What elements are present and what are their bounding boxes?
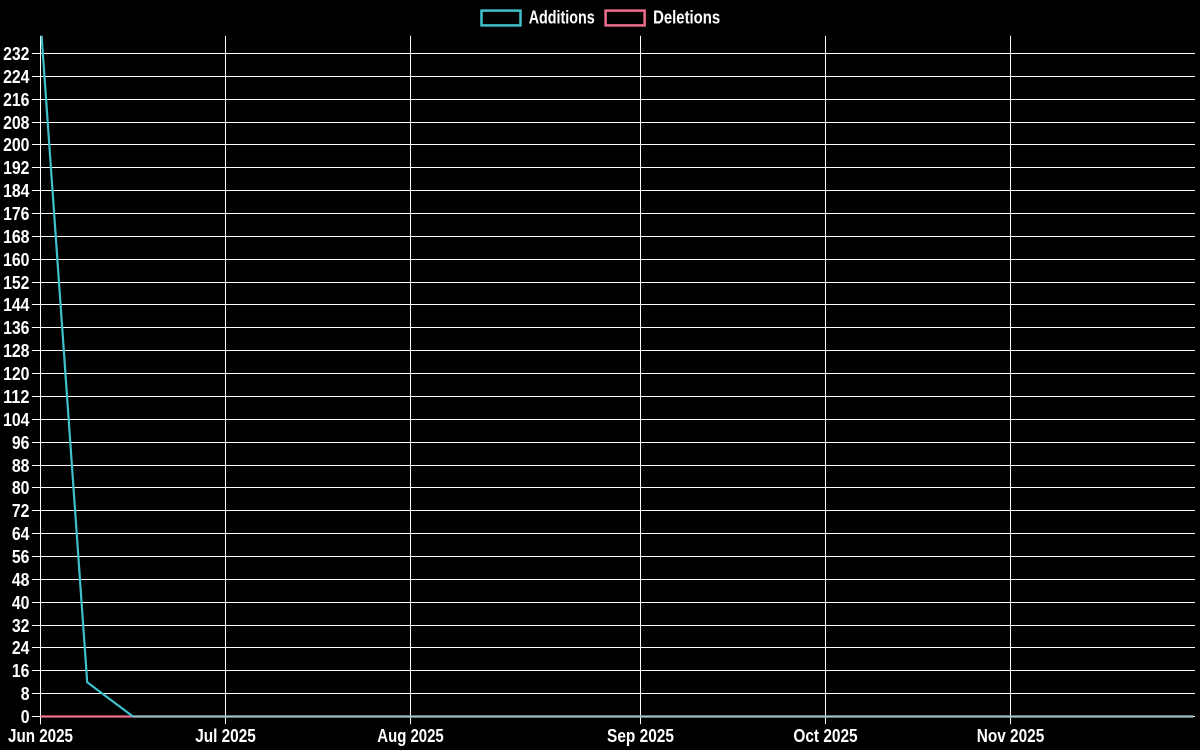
svg-text:128: 128 (3, 341, 29, 361)
svg-text:112: 112 (3, 387, 29, 407)
svg-text:88: 88 (12, 456, 30, 476)
svg-text:64: 64 (12, 524, 30, 544)
svg-text:176: 176 (3, 204, 29, 224)
svg-text:152: 152 (3, 273, 29, 293)
svg-text:Oct 2025: Oct 2025 (793, 726, 857, 746)
svg-text:232: 232 (3, 44, 29, 64)
svg-text:160: 160 (3, 250, 29, 270)
svg-text:72: 72 (12, 501, 30, 521)
svg-text:32: 32 (12, 616, 30, 636)
svg-text:Jun 2025: Jun 2025 (8, 726, 73, 746)
svg-text:136: 136 (3, 318, 29, 338)
svg-text:Jul 2025: Jul 2025 (195, 726, 256, 746)
svg-text:Nov 2025: Nov 2025 (977, 726, 1045, 746)
svg-text:96: 96 (12, 433, 30, 453)
svg-text:184: 184 (3, 181, 29, 201)
svg-text:8: 8 (21, 684, 30, 704)
svg-text:40: 40 (12, 593, 30, 613)
svg-text:192: 192 (3, 158, 29, 178)
svg-text:16: 16 (12, 661, 30, 681)
svg-text:80: 80 (12, 478, 30, 498)
svg-text:120: 120 (3, 364, 29, 384)
svg-text:Deletions: Deletions (653, 8, 720, 28)
svg-text:Sep 2025: Sep 2025 (607, 726, 674, 746)
svg-text:56: 56 (12, 547, 30, 567)
svg-text:200: 200 (3, 135, 29, 155)
svg-text:208: 208 (3, 113, 29, 133)
svg-text:144: 144 (3, 295, 29, 315)
svg-text:168: 168 (3, 227, 29, 247)
svg-text:Aug 2025: Aug 2025 (377, 726, 443, 746)
svg-text:Additions: Additions (529, 8, 595, 28)
svg-text:48: 48 (12, 570, 30, 590)
svg-text:216: 216 (3, 90, 29, 110)
svg-text:224: 224 (3, 67, 29, 87)
svg-text:24: 24 (12, 638, 30, 658)
svg-text:0: 0 (21, 707, 30, 727)
svg-text:104: 104 (3, 410, 29, 430)
